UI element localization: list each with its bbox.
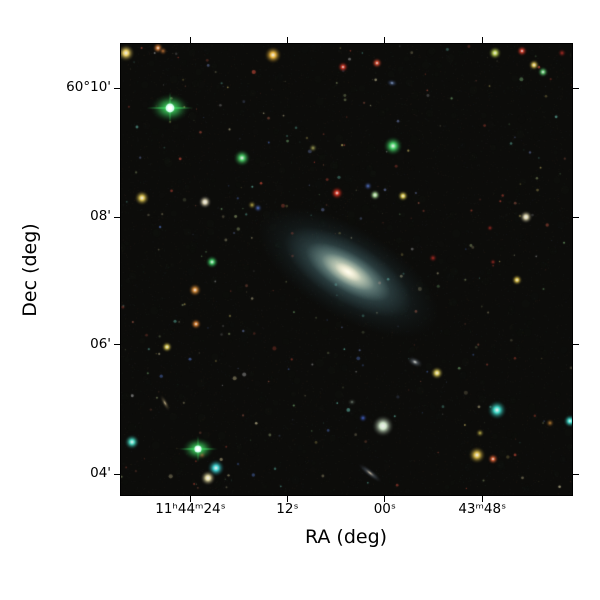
y-tick-right xyxy=(573,87,580,89)
x-tick-top xyxy=(286,36,289,43)
y-tick-right xyxy=(573,216,580,218)
sky-image xyxy=(121,44,572,495)
y-tick-right xyxy=(573,473,580,475)
y-axis-label: Dec (deg) xyxy=(19,223,41,317)
x-tick-bottom xyxy=(384,496,386,503)
x-tick-label: 43ᵐ48ˢ xyxy=(458,501,507,517)
x-tick-label: 12ˢ xyxy=(276,501,299,517)
y-tick-label: 06' xyxy=(90,335,111,352)
x-tick-top xyxy=(189,36,192,43)
y-tick-left xyxy=(113,473,120,475)
y-tick-left xyxy=(113,87,120,89)
y-tick-left xyxy=(113,216,120,218)
axes-frame xyxy=(120,43,573,496)
y-tick-label: 60°10' xyxy=(66,79,111,96)
y-tick-label: 08' xyxy=(90,208,111,225)
x-tick-label: 00ˢ xyxy=(373,501,396,517)
x-tick-bottom xyxy=(189,496,192,503)
x-tick-top xyxy=(384,36,386,43)
x-axis-label: RA (deg) xyxy=(304,526,388,548)
x-tick-bottom xyxy=(286,496,289,503)
x-tick-bottom xyxy=(481,496,483,503)
y-tick-left xyxy=(113,344,120,346)
x-tick-top xyxy=(481,36,483,43)
y-tick-right xyxy=(573,344,580,346)
y-tick-label: 04' xyxy=(90,465,111,482)
x-tick-label: 11ʰ44ᵐ24ˢ xyxy=(155,501,226,517)
